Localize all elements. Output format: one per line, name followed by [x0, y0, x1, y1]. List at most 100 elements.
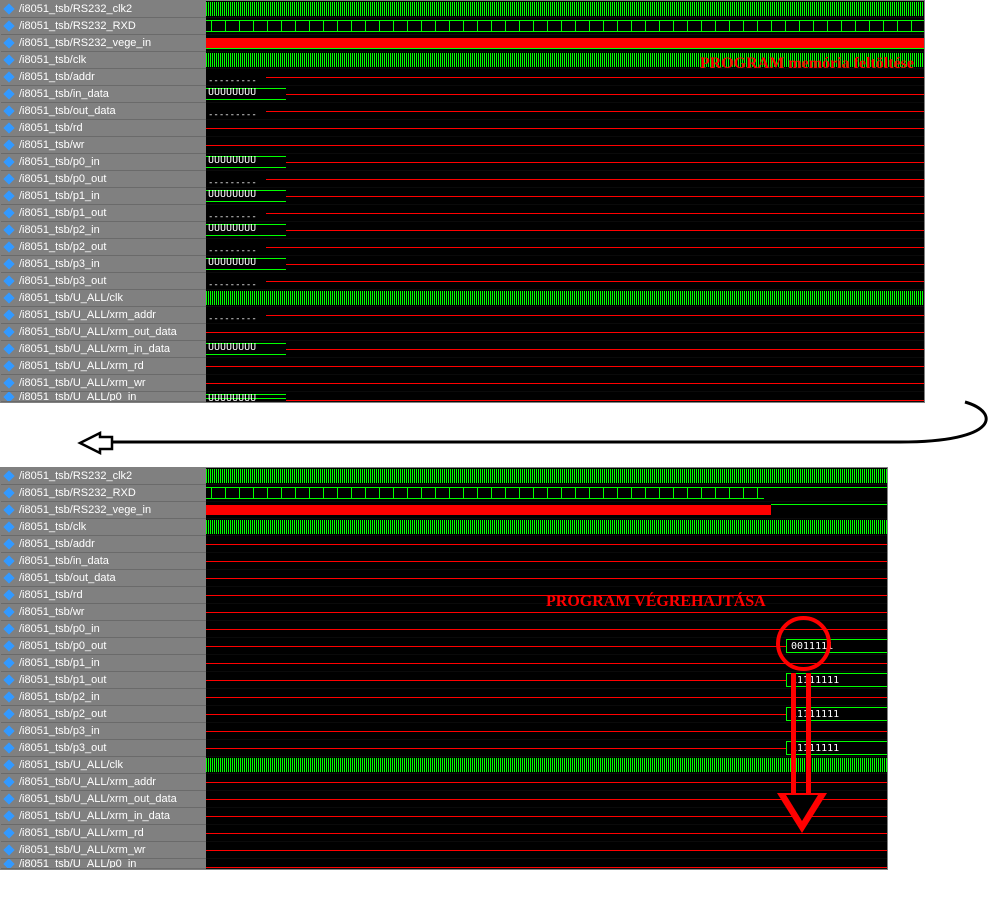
- signal-name-label: /i8051_tsb/U_ALL/xrm_out_data: [19, 793, 177, 805]
- signal-name-row[interactable]: /i8051_tsb/U_ALL/xrm_rd: [1, 825, 206, 842]
- signal-name-row[interactable]: /i8051_tsb/p0_in: [1, 621, 206, 638]
- signal-name-row[interactable]: /i8051_tsb/out_data: [1, 570, 206, 587]
- signal-name-label: /i8051_tsb/p3_out: [19, 742, 106, 754]
- signal-name-list-top: /i8051_tsb/RS232_clk2/i8051_tsb/RS232_RX…: [1, 1, 206, 402]
- diamond-icon: [3, 487, 14, 498]
- signal-name-row[interactable]: /i8051_tsb/U_ALL/clk: [1, 290, 206, 307]
- signal-name-label: /i8051_tsb/p1_out: [19, 207, 106, 219]
- signal-name-row[interactable]: /i8051_tsb/RS232_clk2: [1, 468, 206, 485]
- signal-name-row[interactable]: /i8051_tsb/RS232_vege_in: [1, 502, 206, 519]
- signal-name-row[interactable]: /i8051_tsb/p2_out: [1, 706, 206, 723]
- signal-name-row[interactable]: /i8051_tsb/addr: [1, 536, 206, 553]
- signal-name-label: /i8051_tsb/U_ALL/p0_in: [19, 859, 136, 869]
- signal-name-row[interactable]: /i8051_tsb/p2_out: [1, 239, 206, 256]
- wave-row: UUUUUUUU: [206, 86, 924, 103]
- signal-name-label: /i8051_tsb/U_ALL/clk: [19, 759, 123, 771]
- waveform-panel-bottom: /i8051_tsb/RS232_clk2/i8051_tsb/RS232_RX…: [0, 467, 888, 870]
- diamond-icon: [3, 776, 14, 787]
- wave-row: [206, 655, 887, 672]
- signal-name-row[interactable]: /i8051_tsb/p3_in: [1, 723, 206, 740]
- signal-name-row[interactable]: /i8051_tsb/U_ALL/xrm_addr: [1, 307, 206, 324]
- signal-name-label: /i8051_tsb/out_data: [19, 572, 116, 584]
- bus-value: UUUUUUUU: [208, 189, 256, 200]
- signal-name-row[interactable]: /i8051_tsb/p2_in: [1, 689, 206, 706]
- signal-name-row[interactable]: /i8051_tsb/p3_out: [1, 740, 206, 757]
- signal-name-row[interactable]: /i8051_tsb/addr: [1, 69, 206, 86]
- signal-name-row[interactable]: /i8051_tsb/RS232_clk2: [1, 1, 206, 18]
- signal-name-label: /i8051_tsb/RS232_clk2: [19, 3, 132, 15]
- signal-name-row[interactable]: /i8051_tsb/wr: [1, 137, 206, 154]
- signal-name-row[interactable]: /i8051_tsb/in_data: [1, 553, 206, 570]
- signal-name-row[interactable]: /i8051_tsb/U_ALL/xrm_rd: [1, 358, 206, 375]
- signal-name-row[interactable]: /i8051_tsb/U_ALL/xrm_in_data: [1, 341, 206, 358]
- signal-name-row[interactable]: /i8051_tsb/rd: [1, 587, 206, 604]
- signal-name-label: /i8051_tsb/p1_in: [19, 190, 100, 202]
- wave-row: [206, 375, 924, 392]
- wave-row: UUUUUUUU: [206, 256, 924, 273]
- wave-row: ---------: [206, 239, 924, 256]
- wave-row: [206, 553, 887, 570]
- signal-name-row[interactable]: /i8051_tsb/U_ALL/p0_in: [1, 392, 206, 402]
- diamond-icon: [3, 623, 14, 634]
- signal-name-label: /i8051_tsb/wr: [19, 606, 84, 618]
- signal-name-row[interactable]: /i8051_tsb/in_data: [1, 86, 206, 103]
- signal-name-label: /i8051_tsb/U_ALL/xrm_addr: [19, 776, 156, 788]
- wave-row: UUUUUUUU: [206, 392, 924, 402]
- signal-name-row[interactable]: /i8051_tsb/U_ALL/p0_in: [1, 859, 206, 869]
- signal-name-row[interactable]: /i8051_tsb/RS232_RXD: [1, 485, 206, 502]
- signal-name-row[interactable]: /i8051_tsb/RS232_RXD: [1, 18, 206, 35]
- signal-name-row[interactable]: /i8051_tsb/clk: [1, 519, 206, 536]
- signal-name-row[interactable]: /i8051_tsb/p0_out: [1, 171, 206, 188]
- signal-name-row[interactable]: /i8051_tsb/rd: [1, 120, 206, 137]
- bus-value: 11111111: [786, 673, 887, 687]
- signal-name-label: /i8051_tsb/RS232_vege_in: [19, 504, 151, 516]
- signal-name-label: /i8051_tsb/addr: [19, 538, 95, 550]
- signal-name-row[interactable]: /i8051_tsb/p3_in: [1, 256, 206, 273]
- waveform-area-top[interactable]: ---------UUUUUUUU---------UUUUUUUU------…: [206, 1, 924, 402]
- signal-name-row[interactable]: /i8051_tsb/out_data: [1, 103, 206, 120]
- signal-name-row[interactable]: /i8051_tsb/p1_out: [1, 672, 206, 689]
- signal-name-row[interactable]: /i8051_tsb/U_ALL/xrm_wr: [1, 842, 206, 859]
- signal-name-row[interactable]: /i8051_tsb/U_ALL/xrm_out_data: [1, 324, 206, 341]
- diamond-icon: [3, 555, 14, 566]
- signal-name-row[interactable]: /i8051_tsb/clk: [1, 52, 206, 69]
- signal-name-row[interactable]: /i8051_tsb/U_ALL/xrm_addr: [1, 774, 206, 791]
- diamond-icon: [3, 88, 14, 99]
- signal-name-label: /i8051_tsb/U_ALL/xrm_rd: [19, 827, 144, 839]
- signal-name-row[interactable]: /i8051_tsb/U_ALL/xrm_out_data: [1, 791, 206, 808]
- bus-value: UUUUUUUU: [208, 223, 256, 234]
- diamond-icon: [3, 844, 14, 855]
- waveform-area-bottom[interactable]: 0011111111111111111111111111111PROGRAM V…: [206, 468, 887, 869]
- signal-name-row[interactable]: /i8051_tsb/RS232_vege_in: [1, 35, 206, 52]
- signal-name-label: /i8051_tsb/in_data: [19, 88, 109, 100]
- signal-name-label: /i8051_tsb/addr: [19, 71, 95, 83]
- signal-name-list-bottom: /i8051_tsb/RS232_clk2/i8051_tsb/RS232_RX…: [1, 468, 206, 869]
- bus-value: 11111111: [786, 741, 887, 755]
- wave-row: [206, 689, 887, 706]
- signal-name-row[interactable]: /i8051_tsb/p2_in: [1, 222, 206, 239]
- signal-name-label: /i8051_tsb/wr: [19, 139, 84, 151]
- signal-name-row[interactable]: /i8051_tsb/p3_out: [1, 273, 206, 290]
- signal-name-row[interactable]: /i8051_tsb/p0_in: [1, 154, 206, 171]
- wave-row: [206, 757, 887, 774]
- diamond-icon: [3, 572, 14, 583]
- signal-name-row[interactable]: /i8051_tsb/p1_out: [1, 205, 206, 222]
- wave-row: ---------: [206, 171, 924, 188]
- signal-name-label: /i8051_tsb/rd: [19, 122, 83, 134]
- diamond-icon: [3, 470, 14, 481]
- diamond-icon: [3, 20, 14, 31]
- signal-name-row[interactable]: /i8051_tsb/p1_in: [1, 655, 206, 672]
- wave-row: [206, 52, 924, 69]
- signal-name-row[interactable]: /i8051_tsb/U_ALL/clk: [1, 757, 206, 774]
- wave-row: [206, 485, 887, 502]
- diamond-icon: [3, 122, 14, 133]
- signal-name-label: /i8051_tsb/p0_out: [19, 173, 106, 185]
- signal-name-row[interactable]: /i8051_tsb/U_ALL/xrm_in_data: [1, 808, 206, 825]
- signal-name-row[interactable]: /i8051_tsb/p1_in: [1, 188, 206, 205]
- wave-row: [206, 1, 924, 18]
- signal-name-row[interactable]: /i8051_tsb/wr: [1, 604, 206, 621]
- signal-name-row[interactable]: /i8051_tsb/U_ALL/xrm_wr: [1, 375, 206, 392]
- signal-name-row[interactable]: /i8051_tsb/p0_out: [1, 638, 206, 655]
- diamond-icon: [3, 3, 14, 14]
- signal-name-label: /i8051_tsb/U_ALL/xrm_wr: [19, 844, 146, 856]
